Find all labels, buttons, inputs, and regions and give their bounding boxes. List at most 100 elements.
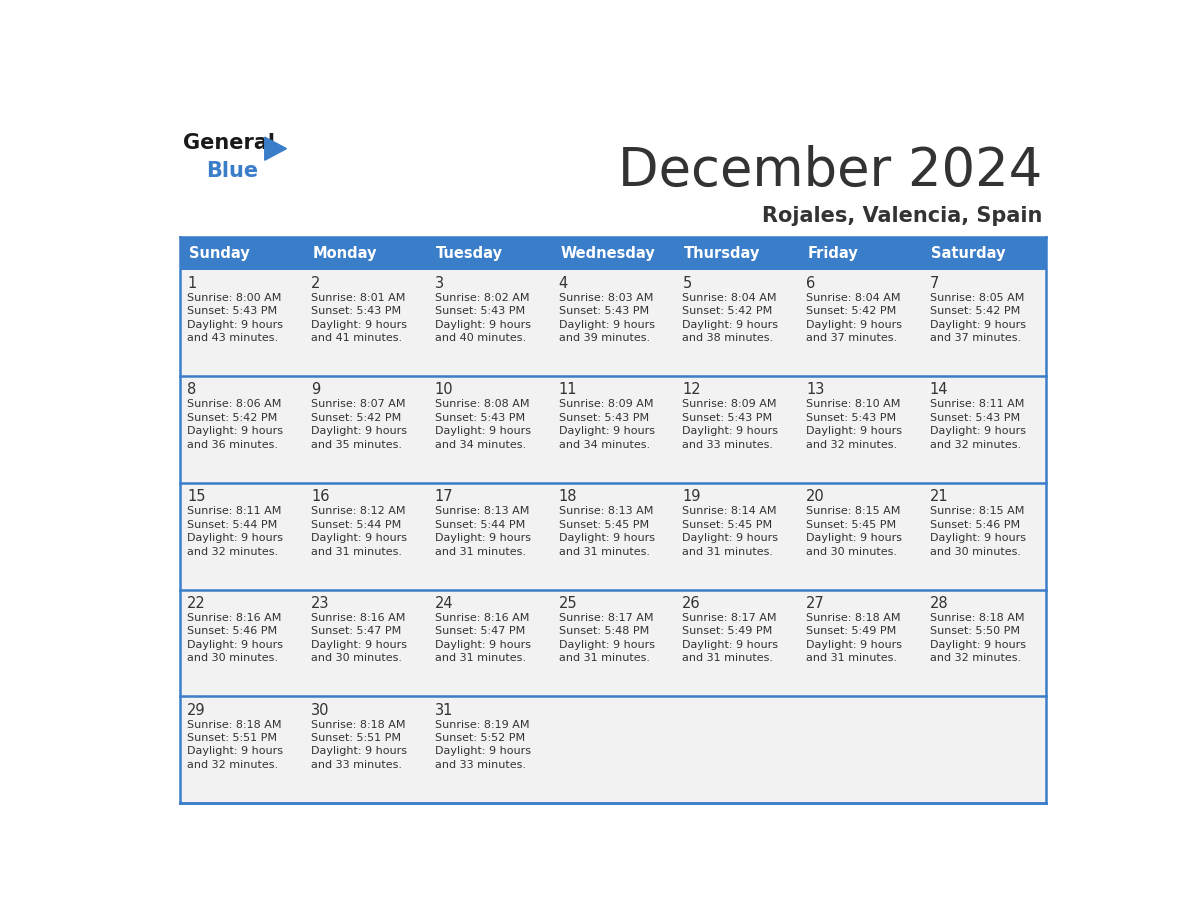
Text: Sunset: 5:43 PM: Sunset: 5:43 PM <box>807 413 896 423</box>
Bar <box>426 270 551 376</box>
Text: Sunrise: 8:10 AM: Sunrise: 8:10 AM <box>807 399 901 409</box>
Bar <box>551 237 675 270</box>
Bar <box>303 270 426 376</box>
Bar <box>675 270 798 376</box>
Bar <box>426 237 551 270</box>
Text: Daylight: 9 hours: Daylight: 9 hours <box>311 746 407 756</box>
Text: 9: 9 <box>311 383 321 397</box>
Text: Sunrise: 8:13 AM: Sunrise: 8:13 AM <box>435 506 529 516</box>
Text: Sunrise: 8:15 AM: Sunrise: 8:15 AM <box>807 506 901 516</box>
Text: Daylight: 9 hours: Daylight: 9 hours <box>558 319 655 330</box>
Text: Sunset: 5:51 PM: Sunset: 5:51 PM <box>188 733 277 743</box>
Text: Daylight: 9 hours: Daylight: 9 hours <box>435 640 531 650</box>
Text: Daylight: 9 hours: Daylight: 9 hours <box>311 640 407 650</box>
Text: Saturday: Saturday <box>931 246 1006 261</box>
Bar <box>675 697 798 803</box>
Text: Sunset: 5:45 PM: Sunset: 5:45 PM <box>682 520 772 530</box>
Text: Daylight: 9 hours: Daylight: 9 hours <box>311 319 407 330</box>
Text: and 31 minutes.: and 31 minutes. <box>435 546 526 556</box>
Text: Sunrise: 8:02 AM: Sunrise: 8:02 AM <box>435 293 530 303</box>
Bar <box>179 697 303 803</box>
Bar <box>303 697 426 803</box>
Text: and 36 minutes.: and 36 minutes. <box>188 440 278 450</box>
Text: Sunset: 5:44 PM: Sunset: 5:44 PM <box>311 520 402 530</box>
Text: Sunrise: 8:14 AM: Sunrise: 8:14 AM <box>682 506 777 516</box>
Bar <box>922 270 1045 376</box>
Text: Daylight: 9 hours: Daylight: 9 hours <box>558 533 655 543</box>
Text: Daylight: 9 hours: Daylight: 9 hours <box>311 426 407 436</box>
Text: Sunrise: 8:11 AM: Sunrise: 8:11 AM <box>930 399 1024 409</box>
Text: 30: 30 <box>311 702 329 718</box>
Text: Sunrise: 8:17 AM: Sunrise: 8:17 AM <box>558 613 653 622</box>
Text: Sunset: 5:50 PM: Sunset: 5:50 PM <box>930 626 1020 636</box>
Bar <box>798 237 922 270</box>
Bar <box>551 483 675 589</box>
Text: Sunrise: 8:07 AM: Sunrise: 8:07 AM <box>311 399 405 409</box>
Bar <box>922 589 1045 697</box>
Text: 3: 3 <box>435 275 444 291</box>
Text: Sunrise: 8:05 AM: Sunrise: 8:05 AM <box>930 293 1024 303</box>
Text: Daylight: 9 hours: Daylight: 9 hours <box>807 319 902 330</box>
Text: Sunrise: 8:18 AM: Sunrise: 8:18 AM <box>930 613 1024 622</box>
Text: 12: 12 <box>682 383 701 397</box>
Text: Sunrise: 8:04 AM: Sunrise: 8:04 AM <box>682 293 777 303</box>
Text: Sunrise: 8:04 AM: Sunrise: 8:04 AM <box>807 293 901 303</box>
Text: and 30 minutes.: and 30 minutes. <box>188 654 278 663</box>
Text: Daylight: 9 hours: Daylight: 9 hours <box>682 640 778 650</box>
Bar <box>426 376 551 483</box>
Bar <box>551 589 675 697</box>
Text: and 37 minutes.: and 37 minutes. <box>807 333 897 343</box>
Text: Daylight: 9 hours: Daylight: 9 hours <box>682 533 778 543</box>
Text: 25: 25 <box>558 596 577 610</box>
Text: Daylight: 9 hours: Daylight: 9 hours <box>311 533 407 543</box>
Text: Sunset: 5:43 PM: Sunset: 5:43 PM <box>930 413 1020 423</box>
Text: Blue: Blue <box>207 161 259 181</box>
Bar <box>922 483 1045 589</box>
Bar <box>675 589 798 697</box>
Text: Sunrise: 8:00 AM: Sunrise: 8:00 AM <box>188 293 282 303</box>
Text: and 43 minutes.: and 43 minutes. <box>188 333 278 343</box>
Text: 10: 10 <box>435 383 454 397</box>
Bar <box>798 697 922 803</box>
Text: Sunday: Sunday <box>189 246 249 261</box>
Text: Daylight: 9 hours: Daylight: 9 hours <box>188 319 283 330</box>
Text: Sunset: 5:42 PM: Sunset: 5:42 PM <box>682 306 772 316</box>
Text: 4: 4 <box>558 275 568 291</box>
Text: 26: 26 <box>682 596 701 610</box>
Text: Sunrise: 8:18 AM: Sunrise: 8:18 AM <box>807 613 901 622</box>
Text: Daylight: 9 hours: Daylight: 9 hours <box>682 426 778 436</box>
Text: 19: 19 <box>682 489 701 504</box>
Text: and 31 minutes.: and 31 minutes. <box>682 546 773 556</box>
Text: Sunset: 5:47 PM: Sunset: 5:47 PM <box>435 626 525 636</box>
Bar <box>798 376 922 483</box>
Text: 5: 5 <box>682 275 691 291</box>
Text: Sunset: 5:43 PM: Sunset: 5:43 PM <box>435 413 525 423</box>
Text: and 33 minutes.: and 33 minutes. <box>311 760 402 770</box>
Text: and 33 minutes.: and 33 minutes. <box>682 440 773 450</box>
Text: Daylight: 9 hours: Daylight: 9 hours <box>435 426 531 436</box>
Text: Daylight: 9 hours: Daylight: 9 hours <box>435 533 531 543</box>
Text: Sunset: 5:42 PM: Sunset: 5:42 PM <box>807 306 897 316</box>
Text: Daylight: 9 hours: Daylight: 9 hours <box>930 319 1026 330</box>
Text: and 30 minutes.: and 30 minutes. <box>807 546 897 556</box>
Text: 27: 27 <box>807 596 824 610</box>
Text: Daylight: 9 hours: Daylight: 9 hours <box>930 640 1026 650</box>
Text: Daylight: 9 hours: Daylight: 9 hours <box>682 319 778 330</box>
Text: 29: 29 <box>188 702 206 718</box>
Bar <box>798 589 922 697</box>
Bar <box>303 483 426 589</box>
Text: Daylight: 9 hours: Daylight: 9 hours <box>188 640 283 650</box>
Text: Sunrise: 8:18 AM: Sunrise: 8:18 AM <box>188 720 282 730</box>
Text: Sunset: 5:46 PM: Sunset: 5:46 PM <box>188 626 277 636</box>
Text: Sunrise: 8:16 AM: Sunrise: 8:16 AM <box>311 613 405 622</box>
Text: Thursday: Thursday <box>684 246 760 261</box>
Text: 28: 28 <box>930 596 948 610</box>
Text: and 30 minutes.: and 30 minutes. <box>930 546 1020 556</box>
Text: Sunrise: 8:06 AM: Sunrise: 8:06 AM <box>188 399 282 409</box>
Text: and 31 minutes.: and 31 minutes. <box>807 654 897 663</box>
Bar <box>179 270 303 376</box>
Text: Sunset: 5:44 PM: Sunset: 5:44 PM <box>435 520 525 530</box>
Text: Sunrise: 8:17 AM: Sunrise: 8:17 AM <box>682 613 777 622</box>
Text: Sunset: 5:49 PM: Sunset: 5:49 PM <box>682 626 772 636</box>
Text: Sunset: 5:42 PM: Sunset: 5:42 PM <box>930 306 1020 316</box>
